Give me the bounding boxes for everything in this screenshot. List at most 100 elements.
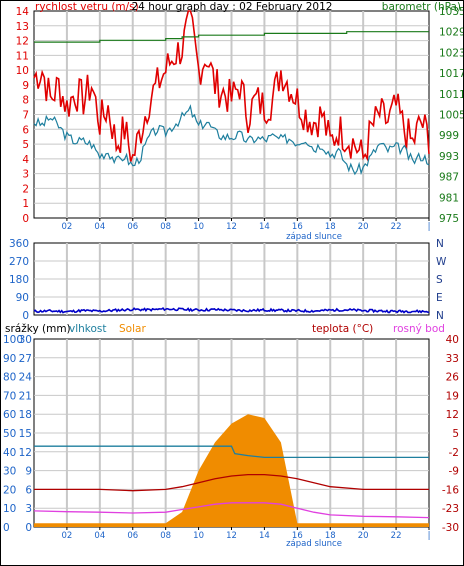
temp-ytick-label: -30: [442, 522, 459, 534]
rain-ytick-label: 27: [19, 353, 32, 365]
wind-xtick-label: 14: [259, 222, 270, 232]
rain-ytick-label: 24: [19, 372, 33, 384]
wind-xtick-label: 10: [193, 222, 204, 232]
direction-ytick-label: 0: [22, 310, 29, 322]
humidity-ytick-label: 90: [3, 353, 16, 365]
humidity-line: [34, 445, 429, 459]
humidity-ytick-label: 60: [3, 409, 16, 421]
wind-ytick-label: 2: [22, 183, 29, 195]
dewpoint-line: [33, 502, 430, 519]
wind-ytick-label: 3: [22, 169, 29, 181]
sunset-label-1: západ slunce: [286, 232, 342, 242]
wind-ytick-label: 7: [22, 110, 29, 122]
legend-humidity: vlhkost: [69, 323, 107, 335]
compass-label: N: [436, 310, 444, 322]
temperature-line: [34, 473, 429, 492]
temp-ytick-label: -16: [442, 484, 459, 496]
wind-xtick-label: 04: [94, 222, 105, 232]
wind-ytick-label: 13: [16, 21, 29, 33]
wind-xtick-label: 20: [358, 222, 369, 232]
pressure-ytick-label: 1029: [439, 27, 463, 39]
rain-ytick-label: 18: [19, 409, 32, 421]
wind-xtick-label: 06: [127, 222, 138, 232]
wind-xtick-label: 02: [62, 222, 73, 232]
legend-solar: Solar: [119, 323, 146, 335]
temp-ytick-label: 33: [446, 353, 459, 365]
wind-grid: [34, 11, 429, 218]
temp-series: [33, 414, 430, 527]
legend-rain: srážky (mm): [5, 323, 71, 335]
wind-axis-label: rychlost vetru (m/s): [35, 1, 139, 13]
rain-ytick-label: 3: [25, 503, 32, 515]
humidity-ytick-label: 20: [3, 484, 16, 496]
sunset-label-3: západ slunce: [286, 539, 342, 549]
gust-line: [33, 10, 430, 162]
direction-ytick-label: 270: [9, 256, 29, 268]
wind-ytick-label: 9: [22, 80, 29, 92]
humidity-ytick-label: 40: [3, 447, 16, 459]
wind-xtick-label: 22: [391, 222, 402, 232]
wind-ytick-label: 10: [16, 65, 29, 77]
direction-line: [33, 306, 430, 314]
temp-ytick-label: 26: [446, 372, 460, 384]
wind-ytick-label: 6: [22, 124, 29, 136]
wind-xtick-label: 16: [292, 222, 303, 232]
temp-ytick-label: 19: [446, 390, 459, 402]
solar-area: [34, 414, 429, 527]
compass-label: E: [436, 292, 443, 304]
temp-xtick-label: 12: [226, 531, 237, 541]
temp-ytick-label: -2: [449, 447, 459, 459]
compass-label: N: [436, 238, 444, 250]
chart-title: 24 hour graph day : 02 February 2012: [132, 1, 333, 13]
rain-ytick-label: 6: [25, 484, 32, 496]
direction-ticks: 0 N 90 E 180 S 270 W 360 N: [9, 238, 447, 322]
temp-ytick-label: 5: [452, 428, 459, 440]
avg-wind-line: [33, 104, 430, 176]
wind-xtick-label: 18: [325, 222, 336, 232]
direction-series: [33, 306, 430, 314]
temp-ytick-label: -9: [449, 466, 459, 478]
direction-ytick-label: 90: [16, 292, 29, 304]
pressure-ytick-label: 1023: [439, 47, 463, 59]
direction-ytick-label: 180: [9, 274, 29, 286]
legend-dewpoint: rosný bod: [393, 323, 445, 335]
rain-ytick-label: 30: [19, 334, 32, 346]
wind-ytick-label: 12: [16, 36, 29, 48]
temp-xtick-label: 02: [62, 531, 73, 541]
direction-ytick-label: 360: [9, 238, 29, 250]
wind-series: [33, 10, 430, 176]
pressure-ytick-label: 993: [439, 151, 459, 163]
wind-ticks: 0123456789101112131497598198799399910051…: [16, 6, 463, 232]
humidity-ytick-label: 80: [3, 372, 16, 384]
humidity-ytick-label: 0: [3, 522, 10, 534]
temp-xtick-label: 18: [325, 531, 336, 541]
pressure-ytick-label: 1035: [439, 6, 463, 18]
rain-ytick-label: 21: [19, 390, 32, 402]
temp-xtick-label: 14: [259, 531, 270, 541]
wind-ytick-label: 5: [22, 139, 29, 151]
rain-ytick-label: 0: [25, 522, 32, 534]
wind-ytick-label: 1: [22, 198, 29, 210]
wind-ytick-label: 11: [16, 50, 29, 62]
temp-xtick-label: 08: [160, 531, 171, 541]
pressure-ytick-label: 1011: [439, 89, 463, 101]
pressure-line: [34, 31, 429, 43]
humidity-ytick-label: 100: [3, 334, 23, 346]
wind-xtick-label: 08: [160, 222, 171, 232]
temp-ytick-label: -23: [442, 503, 459, 515]
pressure-ytick-label: 999: [439, 130, 459, 142]
temp-ytick-label: 40: [446, 334, 459, 346]
rain-ytick-label: 15: [19, 428, 32, 440]
pressure-ytick-label: 1005: [439, 110, 463, 122]
temp-xtick-label: 10: [193, 531, 204, 541]
wind-xtick-label: 12: [226, 222, 237, 232]
legend-temperature: teplota (°C): [312, 323, 373, 335]
pressure-axis-label: barometr (hPa): [382, 1, 461, 13]
temp-xtick-label: 04: [94, 531, 105, 541]
wind-ytick-label: 0: [22, 213, 29, 225]
humidity-ytick-label: 70: [3, 390, 16, 402]
temp-xtick-label: 22: [391, 531, 402, 541]
humidity-ytick-label: 10: [3, 503, 16, 515]
